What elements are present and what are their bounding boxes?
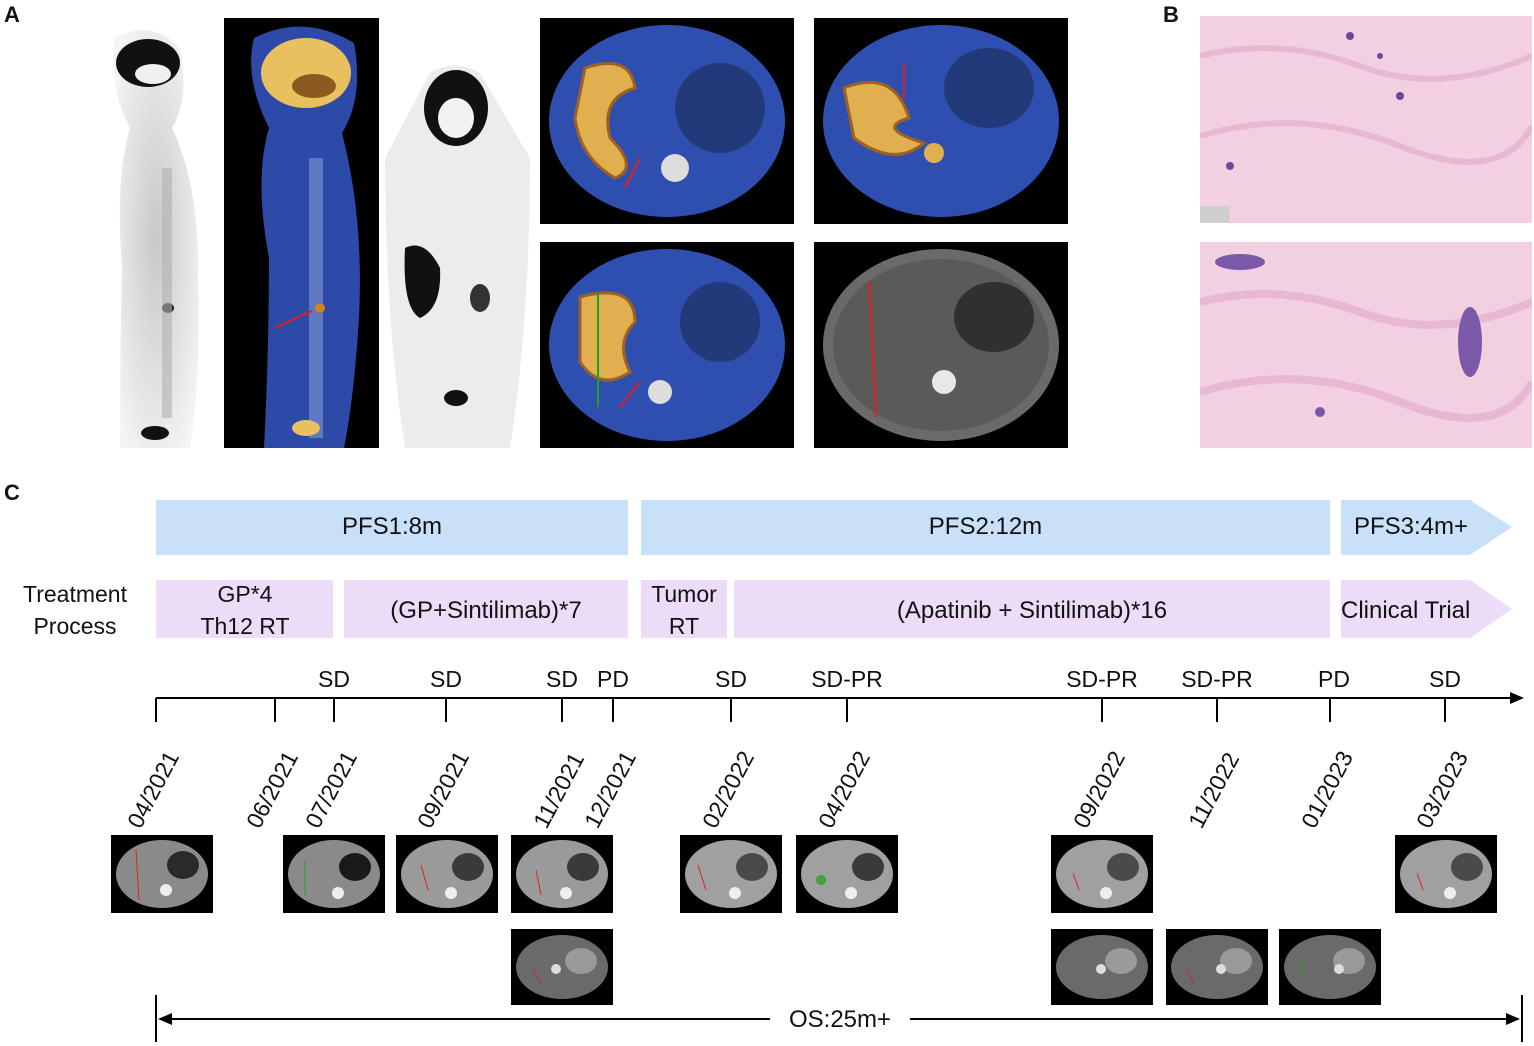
treatment-gp-bar xyxy=(156,580,333,638)
ct-thumbnail xyxy=(796,835,898,913)
panel-label-b: B xyxy=(1163,2,1179,27)
timeline-ticks xyxy=(155,698,1446,722)
status-label: SD xyxy=(318,666,350,692)
pfs1-bar xyxy=(156,500,628,555)
histology-image-1 xyxy=(1200,16,1532,223)
treatment-gp-sintilimab-label: (GP+Sintilimab)*7 xyxy=(390,597,582,624)
status-label: SD-PR xyxy=(1066,666,1138,692)
ct-thumbnail xyxy=(680,835,782,913)
panel-label-c: C xyxy=(4,480,20,505)
ct-thumbnail xyxy=(1395,835,1497,913)
mri-thumbnail xyxy=(511,929,613,1005)
treatment-tumor-rt-bar xyxy=(641,580,727,638)
histology-image-2 xyxy=(1200,242,1532,448)
os-label: OS:25m+ xyxy=(788,1006,892,1033)
axial-petct-image-1 xyxy=(540,18,794,224)
panel-label-a: A xyxy=(4,2,20,27)
status-label: SD xyxy=(715,666,747,692)
date-label: 04/2022 xyxy=(813,746,875,833)
date-label: 09/2021 xyxy=(412,746,474,833)
date-label: 09/2022 xyxy=(1068,746,1130,833)
pfs2-label: PFS2:12m xyxy=(928,513,1043,540)
petct-sagittal-image xyxy=(224,18,379,448)
treatment-process-label: Treatment Process xyxy=(23,581,127,639)
date-label: 03/2023 xyxy=(1411,746,1473,833)
status-label: PD xyxy=(1318,666,1350,692)
os-right-arrowhead xyxy=(1506,1013,1520,1025)
os-left-arrowhead xyxy=(158,1013,172,1025)
date-label: 02/2022 xyxy=(697,746,759,833)
mri-thumbnail xyxy=(1051,929,1153,1005)
treatment-apatinib-label: (Apatinib + Sintilimab)*16 xyxy=(896,597,1168,624)
axial-ct-image xyxy=(814,242,1068,448)
date-label: 01/2023 xyxy=(1296,746,1358,833)
date-label: 11/2022 xyxy=(1183,748,1245,833)
ct-thumbnail xyxy=(1051,835,1153,913)
date-label: 07/2021 xyxy=(300,746,362,833)
pfs3-label: PFS3:4m+ xyxy=(1353,513,1469,540)
status-label: SD xyxy=(430,666,462,692)
mri-thumbnail xyxy=(1279,929,1381,1005)
pet-sagittal-image xyxy=(80,18,220,448)
ct-thumbnail xyxy=(511,835,613,913)
mri-thumbnail xyxy=(1166,929,1268,1005)
pfs2-bar xyxy=(641,500,1330,555)
treatment-trial-label: Clinical Trial xyxy=(1341,597,1471,624)
status-label: SD xyxy=(546,666,578,692)
treatment-apatinib-bar xyxy=(734,580,1330,638)
timeline-arrowhead xyxy=(1510,692,1524,704)
ct-thumbnail xyxy=(283,835,385,913)
date-label: 04/2021 xyxy=(122,746,184,833)
axial-petct-image-2 xyxy=(814,18,1068,224)
treatment-gp-label: GP*4 Th12 RT xyxy=(200,581,290,639)
status-label: PD xyxy=(597,666,629,692)
pet-coronal-image xyxy=(380,18,535,448)
pfs1-label: PFS1:8m xyxy=(341,513,443,540)
ct-thumbnail xyxy=(111,835,213,913)
treatment-gp-sintilimab-bar xyxy=(344,580,628,638)
treatment-tumor-rt-label: Tumor RT xyxy=(651,581,717,639)
axial-petct-image-3 xyxy=(540,242,794,448)
status-label: SD-PR xyxy=(1181,666,1253,692)
ct-thumbnail xyxy=(396,835,498,913)
date-label: 06/2021 xyxy=(241,746,303,833)
status-label: SD-PR xyxy=(811,666,883,692)
status-label: SD xyxy=(1429,666,1461,692)
